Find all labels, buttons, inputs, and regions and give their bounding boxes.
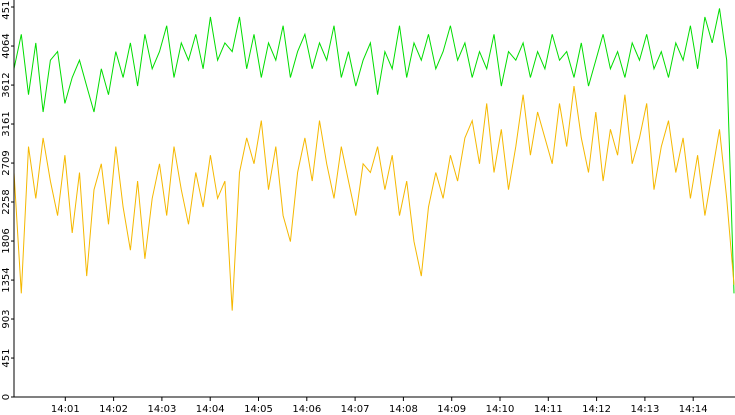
y-tick-label: 3612	[1, 72, 12, 97]
y-tick-label: 2709	[1, 150, 12, 175]
y-tick-label: 0	[1, 394, 12, 400]
x-tick-label: 14:08	[389, 404, 418, 415]
y-tick-label: 903	[1, 309, 12, 328]
x-tick-label: 14:06	[292, 404, 321, 415]
x-tick-label: 14:13	[630, 404, 659, 415]
line-series	[13, 86, 735, 311]
y-tick-label: 4064	[1, 33, 12, 58]
x-tick-label: 14:07	[341, 404, 370, 415]
x-tick-label: 14:04	[196, 404, 225, 415]
x-tick-label: 14:11	[534, 404, 563, 415]
x-tick-label: 14:03	[147, 404, 176, 415]
y-tick-label: 1354	[1, 267, 12, 292]
y-tick-label: 451	[1, 349, 12, 368]
x-tick-label: 14:02	[99, 404, 128, 415]
y-tick-label: 3161	[1, 111, 12, 136]
y-tick-label: 4516	[1, 0, 12, 20]
x-tick-label: 14:10	[486, 404, 515, 415]
x-tick-label: 14:01	[51, 404, 80, 415]
x-tick-label: 14:05	[244, 404, 273, 415]
y-tick-label: 1806	[1, 228, 12, 253]
x-tick-label: 14:12	[582, 404, 611, 415]
line-series	[13, 8, 735, 294]
x-tick-label: 14:14	[679, 404, 708, 415]
x-tick-label: 14:09	[437, 404, 466, 415]
y-tick-label: 2258	[1, 189, 12, 214]
